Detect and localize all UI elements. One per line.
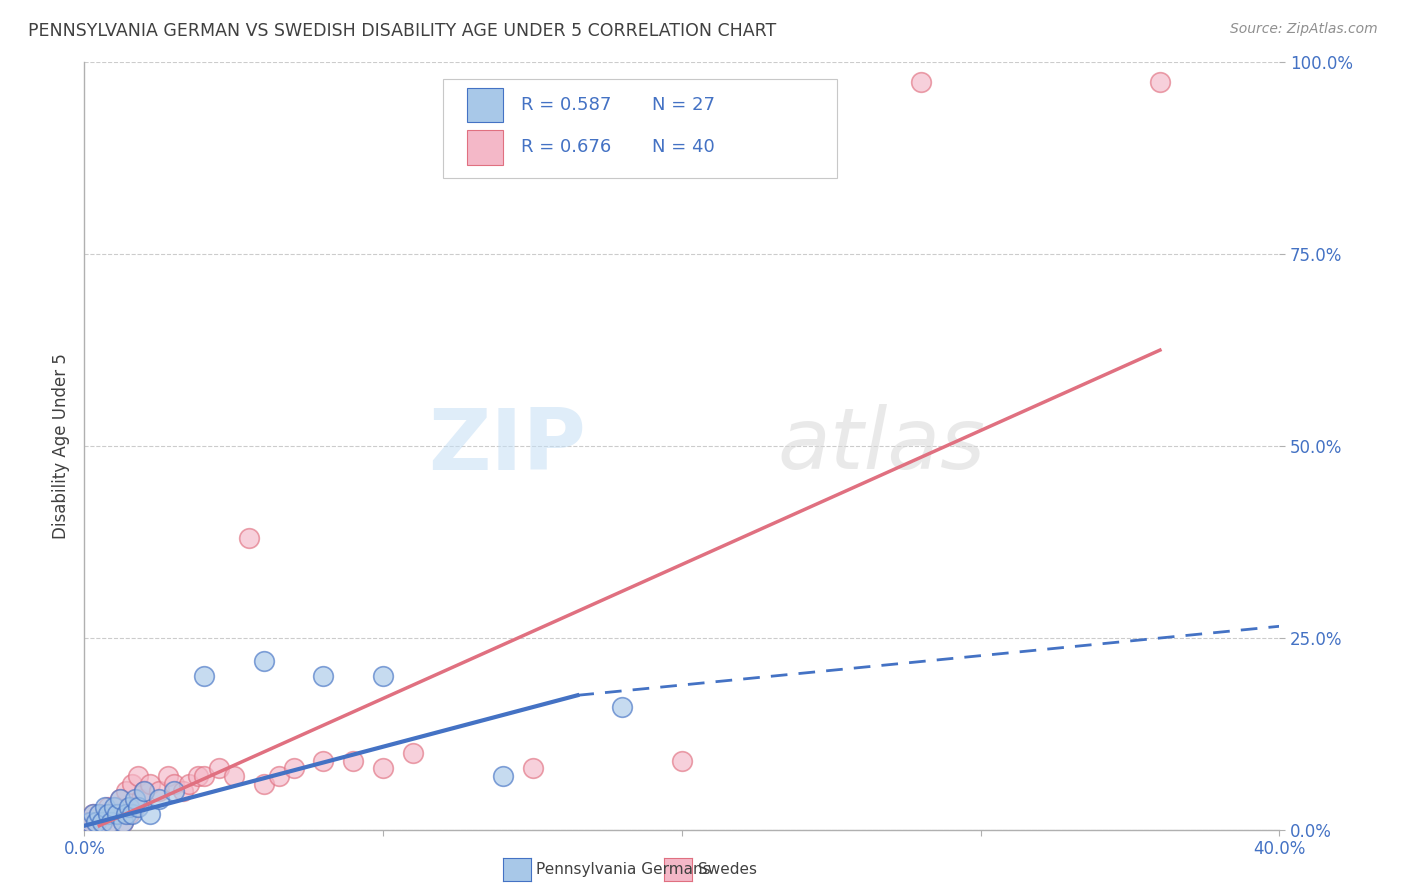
Point: [253, 776, 276, 790]
Point: [94, 799, 117, 814]
Point: [100, 814, 122, 829]
Point: [124, 799, 146, 814]
Point: [79, 814, 101, 829]
Point: [253, 654, 276, 668]
Point: [157, 769, 180, 783]
Point: [148, 784, 170, 798]
Point: [89, 807, 111, 822]
Point: [110, 792, 132, 806]
Point: [94, 807, 117, 822]
Point: [118, 799, 141, 814]
Point: [139, 807, 162, 822]
Point: [522, 761, 544, 775]
Point: [91, 814, 114, 829]
Point: [82, 807, 104, 822]
Point: [89, 807, 111, 822]
Point: [121, 807, 143, 822]
Point: [148, 792, 170, 806]
Text: N = 27: N = 27: [652, 95, 716, 114]
Point: [103, 799, 125, 814]
Text: Pennsylvania Germans: Pennsylvania Germans: [537, 863, 711, 877]
Point: [132, 784, 156, 798]
Point: [112, 814, 135, 829]
Text: ZIP: ZIP: [429, 404, 586, 488]
Point: [373, 669, 395, 683]
Point: [115, 784, 138, 798]
Point: [238, 531, 260, 545]
Point: [103, 807, 125, 822]
Text: atlas: atlas: [778, 404, 986, 488]
FancyBboxPatch shape: [443, 79, 838, 178]
Point: [1149, 74, 1171, 88]
Text: N = 40: N = 40: [652, 138, 714, 156]
Point: [312, 669, 335, 683]
Point: [172, 784, 194, 798]
Point: [910, 74, 932, 88]
Point: [112, 814, 135, 829]
Point: [177, 776, 200, 790]
Point: [124, 792, 146, 806]
Point: [105, 799, 128, 814]
Point: [139, 776, 162, 790]
Text: Swedes: Swedes: [697, 863, 756, 877]
Point: [671, 754, 693, 768]
Point: [105, 807, 128, 822]
Point: [312, 754, 335, 768]
Text: Source: ZipAtlas.com: Source: ZipAtlas.com: [1230, 22, 1378, 37]
Point: [76, 814, 98, 829]
Point: [79, 814, 101, 829]
Point: [342, 754, 364, 768]
Point: [100, 814, 122, 829]
Point: [402, 746, 425, 760]
FancyBboxPatch shape: [467, 130, 503, 165]
FancyBboxPatch shape: [467, 87, 503, 122]
Text: R = 0.587: R = 0.587: [520, 95, 612, 114]
Y-axis label: Disability Age Under 5: Disability Age Under 5: [52, 353, 70, 539]
Point: [492, 769, 515, 783]
Point: [163, 784, 186, 798]
Point: [132, 784, 156, 798]
Point: [121, 776, 143, 790]
Point: [82, 807, 104, 822]
Point: [193, 769, 215, 783]
Point: [97, 807, 120, 822]
Point: [267, 769, 290, 783]
Point: [283, 761, 305, 775]
Point: [91, 814, 114, 829]
Point: [373, 761, 395, 775]
Point: [118, 807, 141, 822]
Point: [208, 761, 231, 775]
Point: [193, 669, 215, 683]
Text: PENNSYLVANIA GERMAN VS SWEDISH DISABILITY AGE UNDER 5 CORRELATION CHART: PENNSYLVANIA GERMAN VS SWEDISH DISABILIT…: [28, 22, 776, 40]
Point: [115, 807, 138, 822]
Point: [222, 769, 245, 783]
Point: [86, 814, 108, 829]
Point: [86, 814, 108, 829]
Point: [612, 699, 634, 714]
Point: [110, 792, 132, 806]
Point: [97, 799, 120, 814]
Point: [127, 799, 149, 814]
Text: R = 0.676: R = 0.676: [520, 138, 610, 156]
Point: [127, 769, 149, 783]
Point: [129, 792, 152, 806]
Point: [163, 776, 186, 790]
Point: [187, 769, 209, 783]
